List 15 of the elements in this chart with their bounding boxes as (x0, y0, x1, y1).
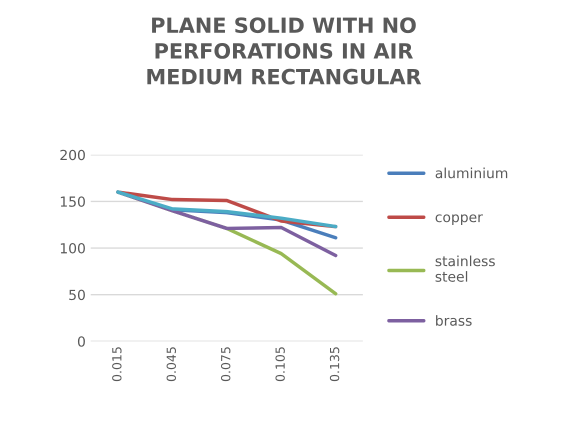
legend-label: brass (436, 315, 472, 326)
y-tick-label: 150 (60, 196, 85, 207)
x-tick-label: 0.015 (112, 347, 122, 382)
x-tick-label: 0.045 (166, 347, 176, 382)
y-tick-label: 100 (60, 243, 85, 254)
x-tick-label: 0.135 (330, 347, 340, 382)
legend-label: copper (436, 214, 483, 225)
y-tick-label: 50 (69, 290, 85, 300)
legend-label: aluminium (436, 168, 508, 178)
legend-label: stainless steel (436, 256, 495, 282)
y-tick-label: 0 (78, 336, 85, 347)
chart-title: PLANE SOLID WITH NO PERFORATIONS IN AIR MEDIUM RECTANGULAR (147, 17, 422, 84)
x-tick-label: 0.075 (220, 347, 230, 382)
y-tick-label: 200 (60, 150, 85, 160)
x-tick-label: 0.105 (275, 347, 285, 382)
